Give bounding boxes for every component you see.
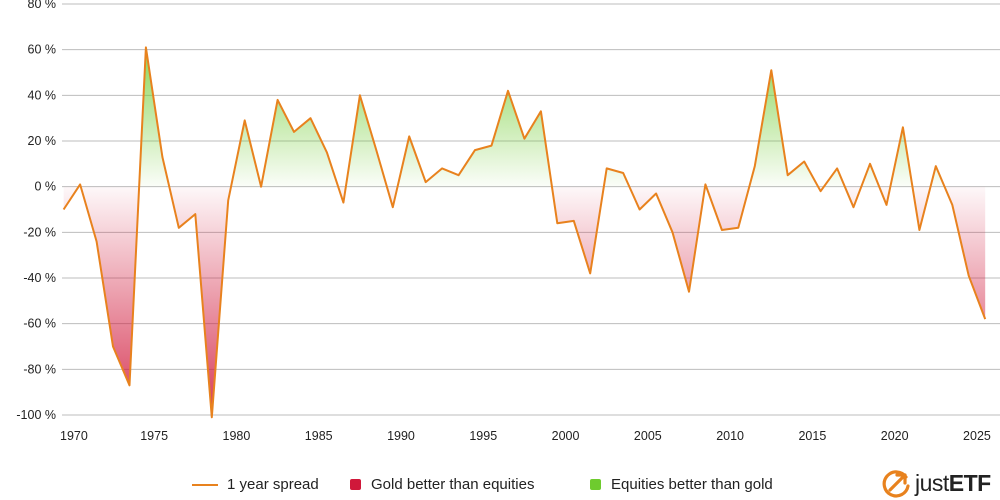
data-point: [835, 166, 839, 170]
x-tick-label: 1990: [387, 429, 415, 443]
data-point: [934, 164, 938, 168]
legend-label-spread: 1 year spread: [227, 476, 319, 493]
data-point: [226, 198, 230, 202]
legend-item-equities[interactable]: Equities better than gold: [590, 476, 773, 493]
data-point: [687, 290, 691, 294]
data-point: [341, 201, 345, 205]
data-point: [539, 109, 543, 113]
y-tick-label: 60 %: [28, 43, 57, 57]
data-point: [325, 150, 329, 154]
y-tick-label: 80 %: [28, 0, 57, 11]
data-point: [588, 271, 592, 275]
x-tick-label: 2020: [881, 429, 909, 443]
y-tick-label: 40 %: [28, 88, 57, 102]
data-point: [983, 317, 987, 321]
justetf-wordmark: justETF: [915, 470, 991, 497]
x-tick-label: 2005: [634, 429, 662, 443]
data-point: [193, 212, 197, 216]
data-point: [884, 203, 888, 207]
data-point: [292, 130, 296, 134]
data-point: [769, 68, 773, 72]
data-point: [144, 45, 148, 49]
x-tick-label: 2000: [552, 429, 580, 443]
y-tick-label: 20 %: [28, 134, 57, 148]
data-point: [111, 345, 115, 349]
data-point: [95, 239, 99, 243]
data-point: [160, 155, 164, 159]
x-tick-label: 2010: [716, 429, 744, 443]
data-point: [753, 164, 757, 168]
x-tick-label: 1995: [469, 429, 497, 443]
data-point: [703, 182, 707, 186]
data-point: [276, 98, 280, 102]
justetf-arrow-icon: [882, 470, 910, 498]
data-point: [358, 93, 362, 97]
data-point: [736, 226, 740, 230]
data-point: [522, 137, 526, 141]
data-point: [917, 228, 921, 232]
justetf-logo: justETF: [880, 468, 998, 500]
legend-label-equities: Equities better than gold: [611, 476, 773, 493]
legend-swatch-equities: [590, 479, 601, 490]
y-tick-label: -20 %: [23, 225, 56, 239]
data-point: [555, 221, 559, 225]
data-point: [210, 415, 214, 419]
y-tick-label: -100 %: [16, 408, 56, 422]
legend-item-spread[interactable]: 1 year spread: [192, 476, 319, 493]
data-point: [440, 166, 444, 170]
logo-text-etf: ETF: [948, 470, 991, 496]
data-point: [901, 125, 905, 129]
x-tick-label: 2025: [963, 429, 991, 443]
data-point: [572, 219, 576, 223]
data-point: [490, 144, 494, 148]
y-tick-label: 0 %: [34, 180, 56, 194]
data-point: [127, 383, 131, 387]
positive-area-fill: [78, 47, 945, 187]
data-point: [868, 162, 872, 166]
data-point: [605, 166, 609, 170]
x-tick-label: 1985: [305, 429, 333, 443]
data-point: [671, 230, 675, 234]
legend-label-gold: Gold better than equities: [371, 476, 535, 493]
data-point: [259, 185, 263, 189]
y-tick-label: -80 %: [23, 362, 56, 376]
data-point: [424, 180, 428, 184]
legend-swatch-gold: [350, 479, 361, 490]
data-point: [62, 208, 66, 212]
data-point: [391, 205, 395, 209]
data-point: [78, 182, 82, 186]
x-tick-label: 2015: [798, 429, 826, 443]
data-point: [506, 89, 510, 93]
data-point: [308, 116, 312, 120]
data-point: [457, 173, 461, 177]
data-point: [786, 173, 790, 177]
line-area-chart: 80 % 60 % 40 % 20 % 0 % -20 % -40 % -60 % -80 % -…: [16, 0, 1000, 443]
y-tick-label: -40 %: [23, 271, 56, 285]
data-point: [819, 189, 823, 193]
chart-legend: 1 year spread Gold better than equities …: [0, 470, 1000, 500]
data-point: [950, 203, 954, 207]
data-point: [720, 228, 724, 232]
data-point: [802, 160, 806, 164]
logo-text-just: just: [915, 470, 949, 496]
data-point: [967, 274, 971, 278]
data-point: [407, 134, 411, 138]
data-point: [243, 118, 247, 122]
spread-series-line: [62, 46, 987, 419]
legend-line-marker: [192, 483, 218, 486]
data-point: [374, 148, 378, 152]
x-tick-label: 1980: [223, 429, 251, 443]
data-point: [638, 208, 642, 212]
data-point: [177, 226, 181, 230]
data-point: [473, 148, 477, 152]
data-point: [852, 205, 856, 209]
legend-item-gold[interactable]: Gold better than equities: [350, 476, 534, 493]
x-tick-label: 1975: [140, 429, 168, 443]
data-point: [621, 171, 625, 175]
y-tick-label: -60 %: [23, 317, 56, 331]
data-point: [654, 192, 658, 196]
x-tick-label: 1970: [60, 429, 88, 443]
